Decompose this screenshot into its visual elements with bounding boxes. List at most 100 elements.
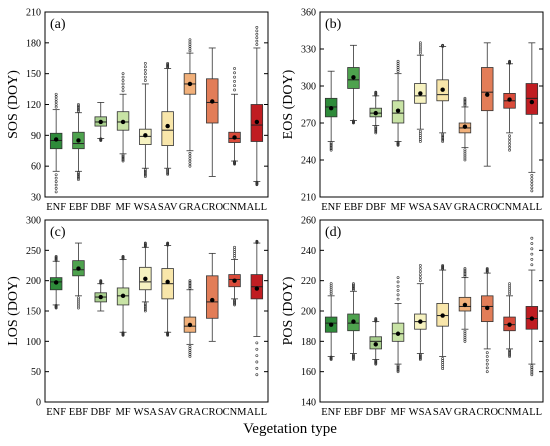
x-tick-label: ALL xyxy=(247,407,267,418)
flier xyxy=(143,61,147,65)
flier xyxy=(77,306,80,310)
flier xyxy=(77,178,80,181)
box-WSA xyxy=(139,61,152,178)
box-CNM xyxy=(228,245,241,307)
box-CRO xyxy=(481,42,494,167)
flier xyxy=(255,43,259,46)
flier xyxy=(396,276,400,280)
flier xyxy=(463,273,467,277)
mean-dot xyxy=(418,319,423,324)
y-tick-label: 160 xyxy=(301,367,316,378)
y-tick-label: 120 xyxy=(26,100,41,111)
x-tick-label: ENF xyxy=(321,202,341,213)
flier xyxy=(418,358,422,361)
box-ENF xyxy=(324,70,338,152)
flier xyxy=(396,363,400,367)
y-tick-label: 150 xyxy=(26,307,41,318)
x-tick-label: WSA xyxy=(134,202,158,213)
box-body xyxy=(206,275,219,319)
flier xyxy=(530,236,534,240)
x-axis-label: Vegetation type xyxy=(243,421,337,437)
mean-dot xyxy=(395,331,401,336)
flier xyxy=(463,96,467,100)
box-DBF xyxy=(94,279,107,312)
panel-d: 140 160 180 200 220 240 260 POS (DOY) (d) ENF EBF D… xyxy=(281,216,544,418)
flier xyxy=(54,105,58,109)
x-tick-label: SAV xyxy=(433,407,453,418)
flier xyxy=(352,287,355,291)
mean-dot xyxy=(120,119,126,125)
flier xyxy=(463,99,467,103)
x-tick-label: EBF xyxy=(69,407,88,418)
box-MF xyxy=(391,59,405,147)
flier xyxy=(396,293,400,297)
flier xyxy=(143,79,147,82)
x-tick-label: WSA xyxy=(409,202,433,213)
flier xyxy=(352,282,355,286)
flier xyxy=(121,79,125,82)
flier xyxy=(329,142,333,146)
mean-dot xyxy=(462,124,468,129)
flier xyxy=(233,245,236,249)
flier xyxy=(54,187,58,190)
flier xyxy=(396,289,400,292)
x-tick-label: SAV xyxy=(433,202,453,213)
flier xyxy=(121,89,125,93)
flier xyxy=(485,370,489,374)
y-tick-label: 200 xyxy=(26,276,41,287)
box-WSA xyxy=(414,264,427,361)
mean-dot xyxy=(529,99,535,105)
box-CRO xyxy=(481,267,494,374)
flier xyxy=(54,190,58,194)
x-tick-label: MF xyxy=(115,202,130,213)
x-tick-label: EBF xyxy=(344,407,363,418)
panel-frame xyxy=(319,11,544,198)
flier xyxy=(121,159,125,163)
flier xyxy=(374,90,378,94)
flier xyxy=(530,189,534,193)
box-MF xyxy=(391,276,405,374)
flier xyxy=(166,241,170,245)
flier xyxy=(508,134,511,138)
box-DBF xyxy=(369,90,382,135)
x-tick-label: ENF xyxy=(46,202,66,213)
flier xyxy=(418,140,422,143)
flier xyxy=(329,147,333,151)
flier xyxy=(441,134,445,138)
flier xyxy=(121,85,125,89)
flier xyxy=(530,369,534,373)
flier xyxy=(233,302,236,306)
mean-dot xyxy=(120,293,126,299)
panel-tag: (b) xyxy=(325,17,342,32)
x-tick-label: GRA xyxy=(179,407,202,418)
flier xyxy=(485,351,489,355)
flier xyxy=(188,283,192,287)
x-tick-label: ENF xyxy=(321,407,341,418)
flier xyxy=(485,358,489,362)
flier xyxy=(255,354,259,357)
box-ENF xyxy=(49,254,63,310)
y-tick-label: 200 xyxy=(301,307,316,318)
flier xyxy=(99,279,103,283)
flier xyxy=(508,348,511,352)
mean-dot xyxy=(232,135,237,140)
flier xyxy=(396,284,400,288)
box-EBF xyxy=(72,242,85,310)
flier xyxy=(463,98,467,102)
box-EBF xyxy=(347,44,360,125)
box-GRA xyxy=(458,267,472,343)
flier xyxy=(143,302,147,305)
flier xyxy=(77,174,80,177)
flier xyxy=(396,280,400,284)
mean-dot xyxy=(351,319,356,324)
flier xyxy=(441,137,445,141)
flier xyxy=(441,43,445,47)
mean-dot xyxy=(507,322,512,327)
mean-dot xyxy=(529,316,535,321)
mean-dot xyxy=(143,133,148,138)
x-tick-label: WSA xyxy=(409,407,433,418)
mean-dot xyxy=(440,87,445,92)
flier xyxy=(77,109,80,113)
box-ALL xyxy=(250,26,264,187)
y-axis-label: EOS (DOY) xyxy=(281,69,296,139)
